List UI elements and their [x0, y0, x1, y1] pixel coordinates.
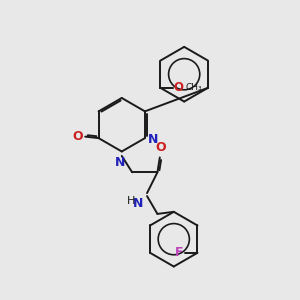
Text: O: O — [155, 141, 166, 154]
Text: N: N — [148, 133, 158, 146]
Text: N: N — [115, 156, 125, 169]
Text: O: O — [173, 81, 183, 94]
Text: N: N — [133, 197, 143, 210]
Text: H: H — [127, 196, 135, 206]
Text: F: F — [175, 246, 184, 259]
Text: O: O — [72, 130, 83, 142]
Text: CH₃: CH₃ — [185, 83, 202, 92]
